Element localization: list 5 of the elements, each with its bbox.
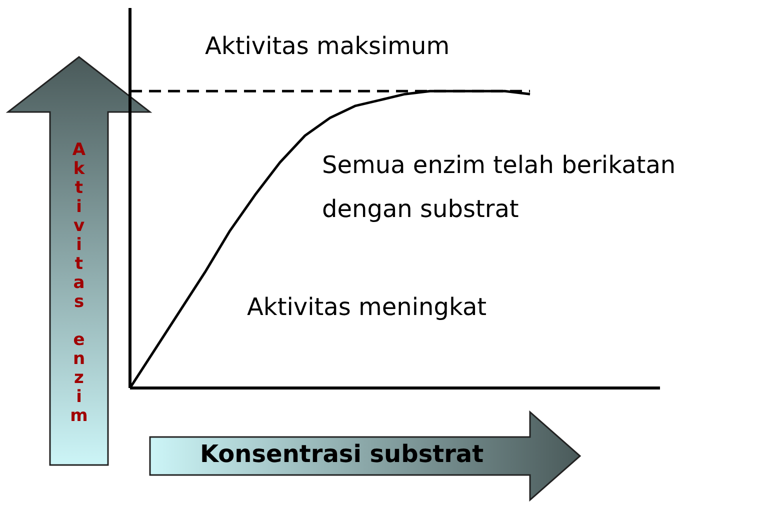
- x-axis-title: Konsentrasi substrat: [200, 440, 484, 468]
- ref-line-label: Aktivitas maksimum: [205, 32, 450, 60]
- annotation: Aktivitas meningkat: [247, 292, 487, 323]
- annotation: Semua enzim telah berikatan dengan substrat: [322, 150, 676, 225]
- y-axis-title: Aktivitas enzim: [68, 140, 90, 427]
